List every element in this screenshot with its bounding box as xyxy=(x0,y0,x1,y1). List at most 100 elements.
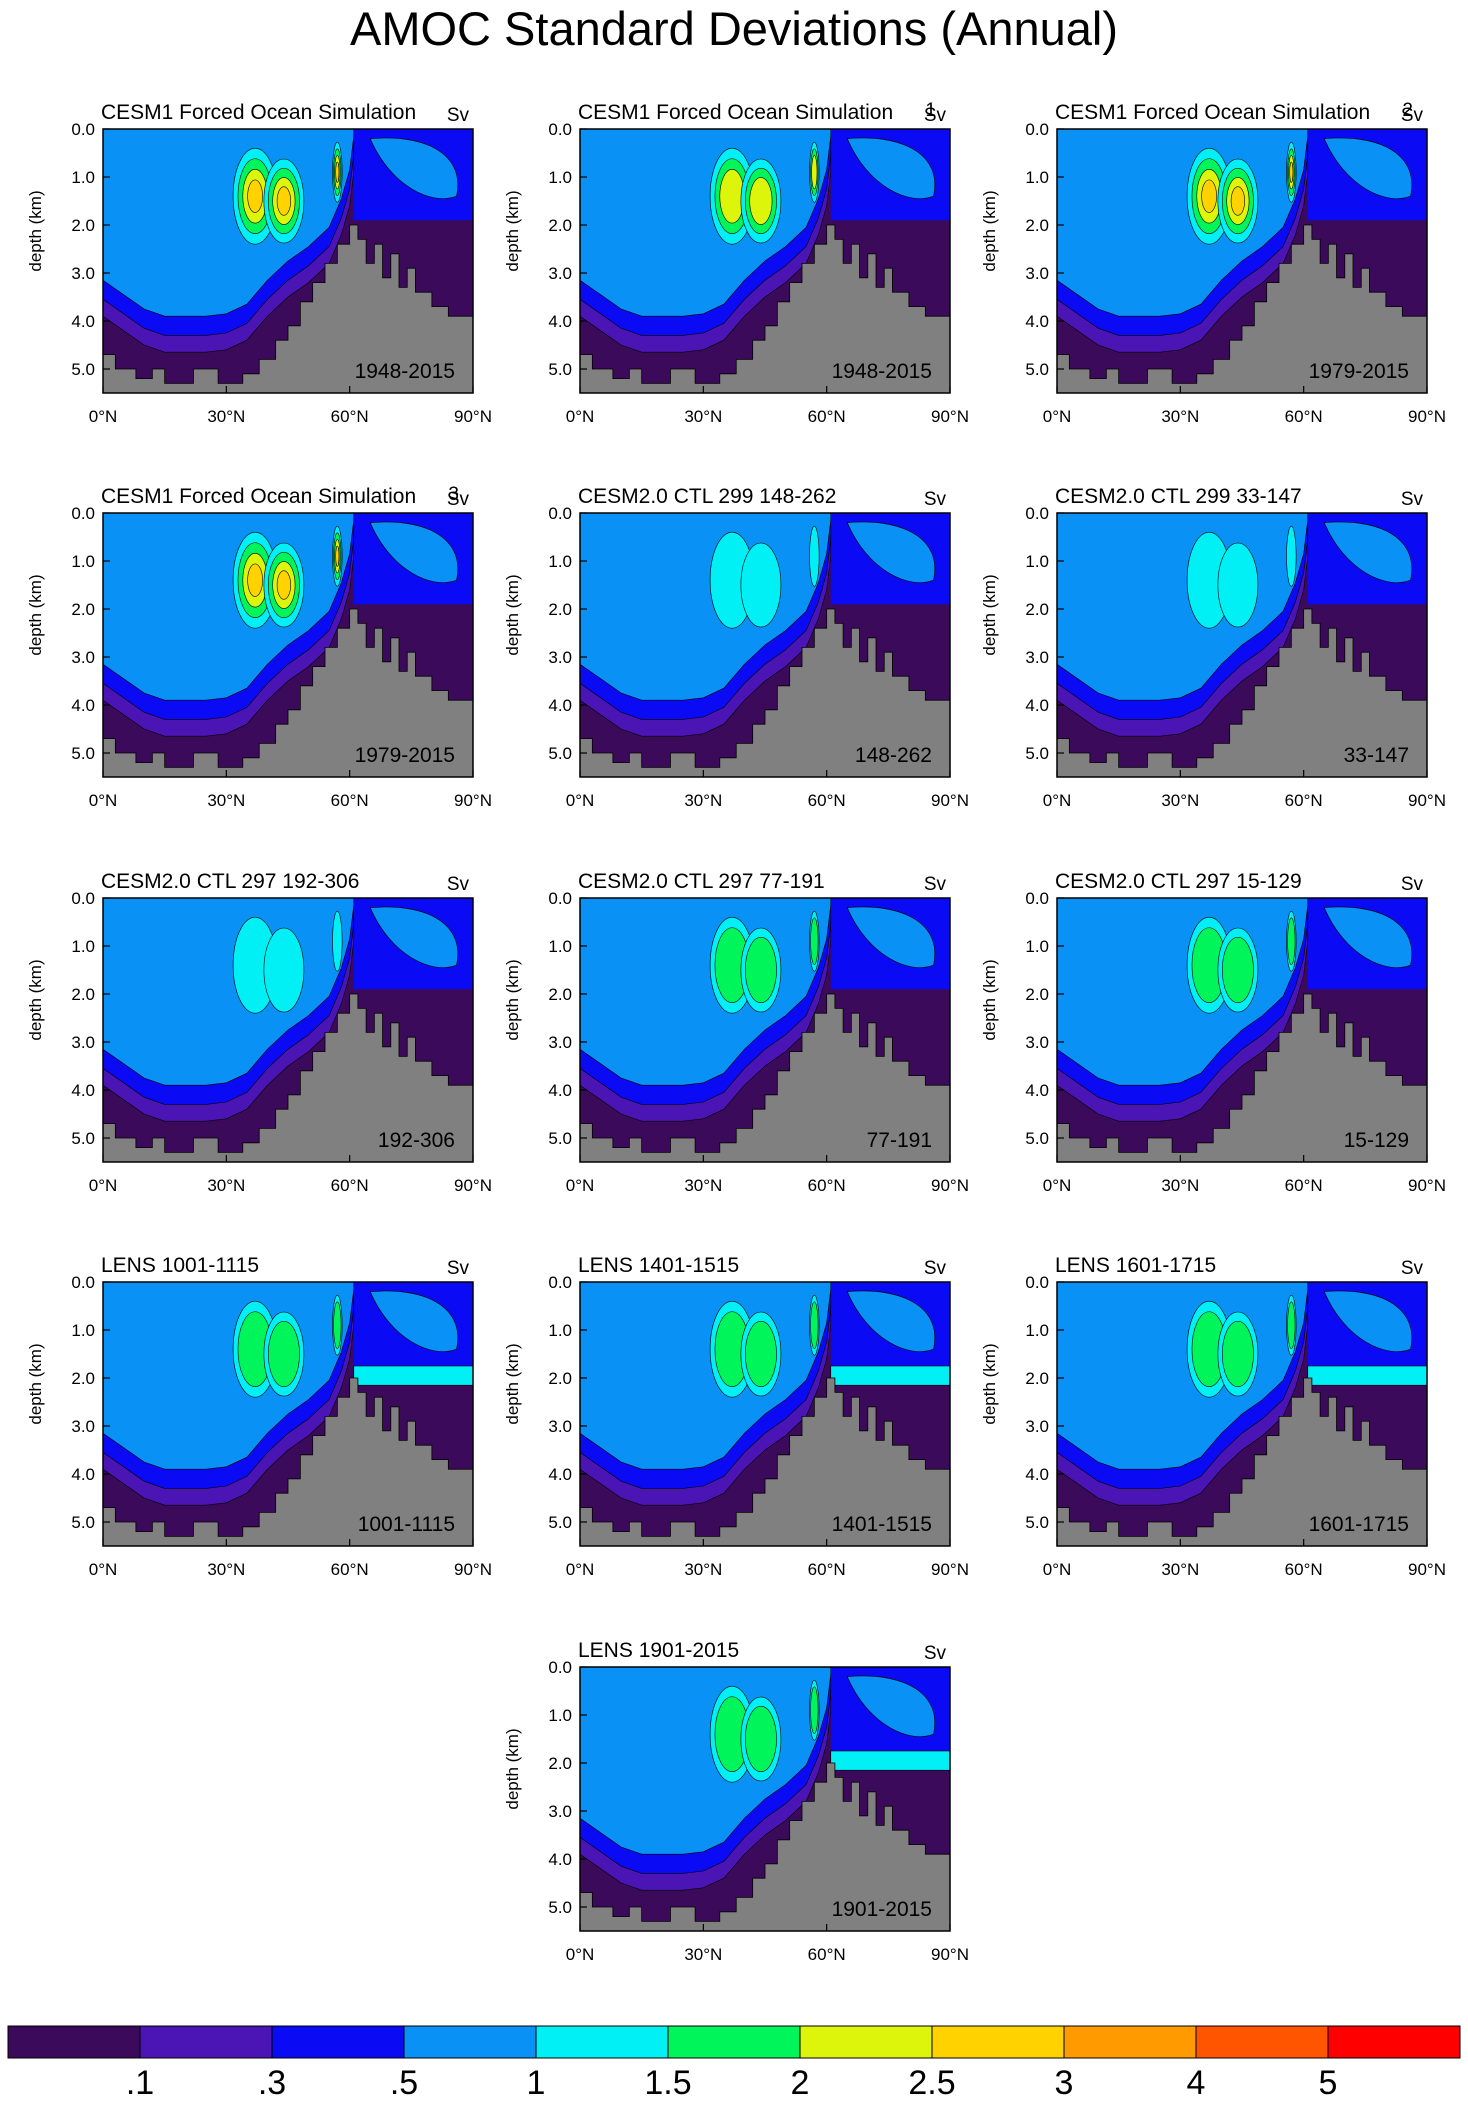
level-fill-north-0.5-1 xyxy=(1323,906,1413,968)
x-tick-label: 30°N xyxy=(207,407,245,426)
y-tick-label: 4.0 xyxy=(71,1465,95,1484)
panel-svg: 0.0 1.0 2.0 3.0 4.0 5.0 0°N 30°N 60°N 90°N depth (… xyxy=(26,870,492,1195)
period-label: 1901-2015 xyxy=(832,1898,932,1921)
level-fill-north-0.5-1 xyxy=(846,1290,936,1352)
x-tick-label: 30°N xyxy=(684,1560,722,1579)
colorbar-label: 2.5 xyxy=(908,2064,955,2102)
x-tick-label: 30°N xyxy=(684,407,722,426)
core-blob xyxy=(1217,542,1259,628)
x-tick-label: 60°N xyxy=(808,1176,846,1195)
y-tick-label: 4.0 xyxy=(548,312,572,331)
x-tick-label: 0°N xyxy=(1043,407,1072,426)
land-mask xyxy=(103,1377,473,1546)
y-tick-label: 2.0 xyxy=(71,600,95,619)
level-fill-north-0.5-1 xyxy=(369,906,459,968)
contour-panel: 0.0 1.0 2.0 3.0 4.0 5.0 0°N 30°N 60°N 90°N depth (… xyxy=(954,1237,1446,1579)
panel-svg: 0.0 1.0 2.0 3.0 4.0 5.0 0°N 30°N 60°N 90°N depth (… xyxy=(503,870,969,1195)
colorbar-label: 4 xyxy=(1187,2064,1206,2102)
contour-panel: 0.0 1.0 2.0 3.0 4.0 5.0 0°N 30°N 60°N 90°N depth (… xyxy=(0,84,492,426)
panel-units: Sv xyxy=(447,874,470,895)
colorbar-swatch xyxy=(1063,2025,1197,2059)
y-tick-label: 1.0 xyxy=(1025,937,1049,956)
y-axis-label: depth (km) xyxy=(980,574,999,655)
y-axis-label: depth (km) xyxy=(26,190,45,271)
colorbar-swatch xyxy=(535,2025,669,2059)
panel-units: Sv xyxy=(924,1258,947,1279)
y-tick-label: 1.0 xyxy=(548,937,572,956)
y-tick-label: 1.0 xyxy=(548,1321,572,1340)
y-tick-label: 3.0 xyxy=(548,264,572,283)
x-tick-label: 90°N xyxy=(454,1176,492,1195)
core-blob xyxy=(267,1320,300,1388)
period-label: 192-306 xyxy=(378,1129,455,1152)
panel-svg: 0.0 1.0 2.0 3.0 4.0 5.0 0°N 30°N 60°N 90°N depth (… xyxy=(26,1254,492,1579)
x-tick-label: 30°N xyxy=(1161,1176,1199,1195)
x-tick-label: 60°N xyxy=(1285,407,1323,426)
y-tick-label: 4.0 xyxy=(548,696,572,715)
panel-svg: 0.0 1.0 2.0 3.0 4.0 5.0 0°N 30°N 60°N 90°N depth (… xyxy=(26,484,492,810)
panel-title: CESM1 Forced Ocean Simulation xyxy=(578,101,893,124)
y-tick-label: 2.0 xyxy=(71,985,95,1004)
y-tick-label: 0.0 xyxy=(1025,120,1049,139)
plot-frame xyxy=(1056,897,1428,1163)
contour-panel: 0.0 1.0 2.0 3.0 4.0 5.0 0°N 30°N 60°N 90°N depth (… xyxy=(954,468,1446,810)
colorbar: .1 .3 .5 1 1.5 2 2.5 3 4 5 xyxy=(7,2025,1461,2111)
level-fill-north-0.5-1 xyxy=(369,1290,459,1352)
y-axis-label: depth (km) xyxy=(26,959,45,1040)
panel-title: CESM1 Forced Ocean Simulation xyxy=(101,101,416,124)
y-axis-label: depth (km) xyxy=(503,959,522,1040)
x-tick-label: 0°N xyxy=(1043,1176,1072,1195)
y-tick-label: 4.0 xyxy=(1025,1465,1049,1484)
period-label: 1401-1515 xyxy=(832,1513,932,1536)
land-mask xyxy=(580,993,950,1162)
x-tick-label: 60°N xyxy=(1285,1176,1323,1195)
x-tick-label: 30°N xyxy=(1161,1560,1199,1579)
core-blob xyxy=(744,1320,777,1388)
panel-title: CESM2.0 CTL 297 77-191 xyxy=(578,870,825,893)
y-tick-label: 4.0 xyxy=(548,1850,572,1869)
plot-frame xyxy=(102,512,474,778)
level-fill-north-0.5-1 xyxy=(846,906,936,968)
x-tick-label: 30°N xyxy=(207,791,245,810)
core-blob xyxy=(1201,179,1217,213)
core-blob xyxy=(810,917,819,965)
y-tick-label: 0.0 xyxy=(548,120,572,139)
x-tick-label: 0°N xyxy=(566,407,595,426)
x-tick-label: 90°N xyxy=(454,791,492,810)
y-tick-label: 2.0 xyxy=(548,1369,572,1388)
core-blob xyxy=(810,1686,819,1734)
y-tick-label: 0.0 xyxy=(548,504,572,523)
panel-svg: 0.0 1.0 2.0 3.0 4.0 5.0 0°N 30°N 60°N 90°N depth (… xyxy=(980,870,1446,1195)
x-tick-label: 30°N xyxy=(684,1945,722,1964)
x-tick-label: 30°N xyxy=(684,791,722,810)
contour-panel: 0.0 1.0 2.0 3.0 4.0 5.0 0°N 30°N 60°N 90°N depth (… xyxy=(0,853,492,1195)
panel-svg: 0.0 1.0 2.0 3.0 4.0 5.0 0°N 30°N 60°N 90°N depth (… xyxy=(503,100,969,426)
core-blob xyxy=(1286,525,1297,587)
y-tick-label: 0.0 xyxy=(71,504,95,523)
y-tick-label: 2.0 xyxy=(71,216,95,235)
panel-units-suffix: 1 xyxy=(925,100,936,121)
y-tick-label: 5.0 xyxy=(1025,1513,1049,1532)
core-blob xyxy=(247,563,263,597)
x-tick-label: 60°N xyxy=(331,791,369,810)
y-tick-label: 3.0 xyxy=(1025,1033,1049,1052)
x-tick-label: 0°N xyxy=(89,407,118,426)
panel-title: LENS 1901-2015 xyxy=(578,1639,739,1662)
y-axis-label: depth (km) xyxy=(980,959,999,1040)
land-mask xyxy=(580,1377,950,1546)
x-tick-label: 0°N xyxy=(566,791,595,810)
y-tick-label: 4.0 xyxy=(1025,312,1049,331)
core-blob xyxy=(276,186,291,216)
y-tick-label: 3.0 xyxy=(1025,264,1049,283)
y-tick-label: 2.0 xyxy=(1025,985,1049,1004)
y-tick-label: 1.0 xyxy=(71,937,95,956)
colorbar-swatch xyxy=(1327,2025,1461,2059)
panel-units: Sv xyxy=(924,105,947,126)
y-tick-label: 5.0 xyxy=(548,360,572,379)
y-tick-label: 3.0 xyxy=(548,1802,572,1821)
y-tick-label: 1.0 xyxy=(1025,168,1049,187)
y-axis-label: depth (km) xyxy=(980,190,999,271)
y-axis-label: depth (km) xyxy=(503,1728,522,1809)
y-tick-label: 0.0 xyxy=(548,889,572,908)
colorbar-swatch xyxy=(667,2025,801,2059)
